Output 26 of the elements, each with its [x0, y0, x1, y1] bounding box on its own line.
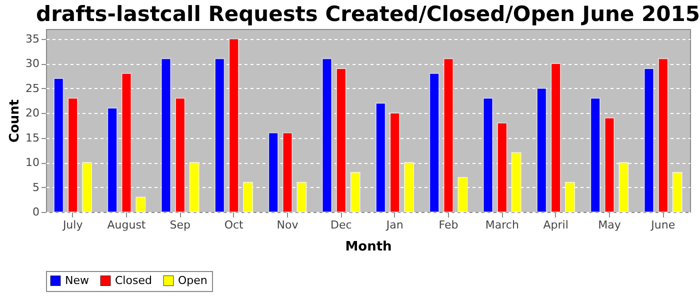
y-tick-label: 35 [26, 32, 40, 46]
y-tick-label: 15 [26, 131, 40, 144]
x-tick-label: Dec [330, 218, 352, 232]
legend-label: New [65, 274, 89, 287]
chart-title: drafts-lastcall Requests Created/Closed/Open June 2015 [36, 2, 700, 26]
x-tick-label: June [650, 218, 676, 232]
x-tick-label: Oct [224, 218, 244, 232]
x-tick-label: Feb [438, 218, 458, 232]
legend-label: Open [178, 274, 208, 287]
y-axis-title: Count [8, 99, 23, 143]
y-tick-label: 20 [26, 106, 40, 120]
x-tick-label: March [485, 218, 519, 232]
x-tick-label: August [107, 218, 146, 232]
y-tick-label: 10 [26, 156, 40, 170]
x-tick-label: Jan [385, 218, 404, 232]
y-tick-label: 25 [26, 82, 40, 95]
x-tick-label: Sep [170, 218, 191, 232]
x-tick-label: July [62, 218, 84, 232]
x-axis-title: Month [345, 240, 392, 254]
y-tick-label: 0 [32, 206, 40, 218]
x-tick-label: May [598, 218, 622, 232]
y-tick-label: 5 [32, 180, 40, 194]
y-tick-label: 30 [26, 57, 40, 70]
x-tick-label: Nov [276, 218, 299, 232]
x-tick-label: April [543, 218, 568, 232]
legend-label: Closed [115, 274, 152, 287]
